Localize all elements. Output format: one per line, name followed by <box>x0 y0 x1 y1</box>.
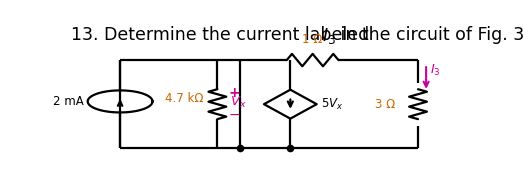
Text: $5V_x$: $5V_x$ <box>321 97 343 112</box>
Text: in the circuit of Fig. 3.55.: in the circuit of Fig. 3.55. <box>335 26 523 44</box>
Text: 1 Ω: 1 Ω <box>302 33 323 46</box>
Text: $I_3$: $I_3$ <box>322 26 335 46</box>
Text: 4.7 kΩ: 4.7 kΩ <box>165 92 203 105</box>
Text: 2 mA: 2 mA <box>53 95 84 108</box>
Text: $V_x$: $V_x$ <box>230 95 246 110</box>
Text: −: − <box>229 108 240 122</box>
Text: +: + <box>229 86 240 100</box>
Text: $I_3$: $I_3$ <box>430 63 441 78</box>
Text: 13. Determine the current labeled: 13. Determine the current labeled <box>72 26 375 44</box>
Text: 3 Ω: 3 Ω <box>376 98 396 111</box>
